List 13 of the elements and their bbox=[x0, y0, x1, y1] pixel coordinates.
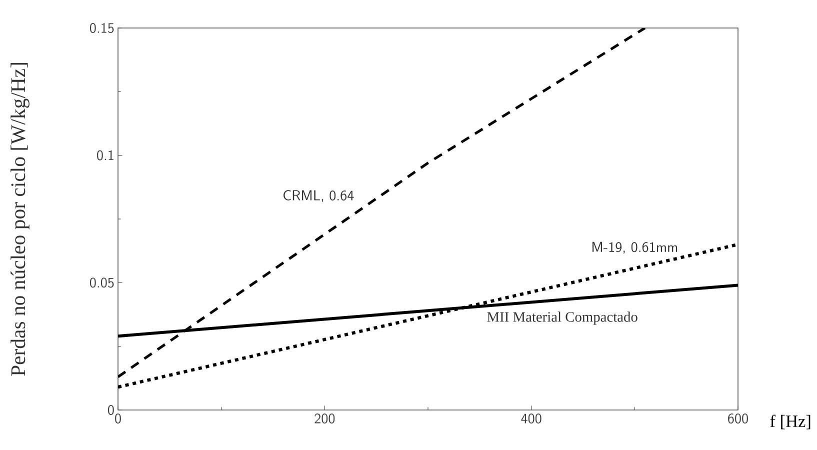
x-axis-title: f [Hz] bbox=[770, 414, 810, 430]
y-axis-title: Perdas no núcleo por ciclo [W/kg/Hz] bbox=[10, 62, 30, 376]
series-label: MII Material Compactado bbox=[487, 312, 638, 325]
y-tick-label: 0 bbox=[108, 404, 114, 415]
y-tick-label: 0.1 bbox=[97, 150, 114, 160]
y-tick-label: 0.05 bbox=[90, 278, 114, 288]
x-tick-label: 0 bbox=[115, 414, 121, 424]
y-tick-label: 0.15 bbox=[90, 22, 114, 34]
series-label: CRML, 0.64 bbox=[284, 190, 354, 202]
x-tick-label: 200 bbox=[314, 414, 335, 424]
x-tick-label: 600 bbox=[728, 414, 748, 424]
series-label: M-19, 0.61mm bbox=[592, 242, 678, 254]
x-tick-label: 400 bbox=[521, 414, 542, 424]
